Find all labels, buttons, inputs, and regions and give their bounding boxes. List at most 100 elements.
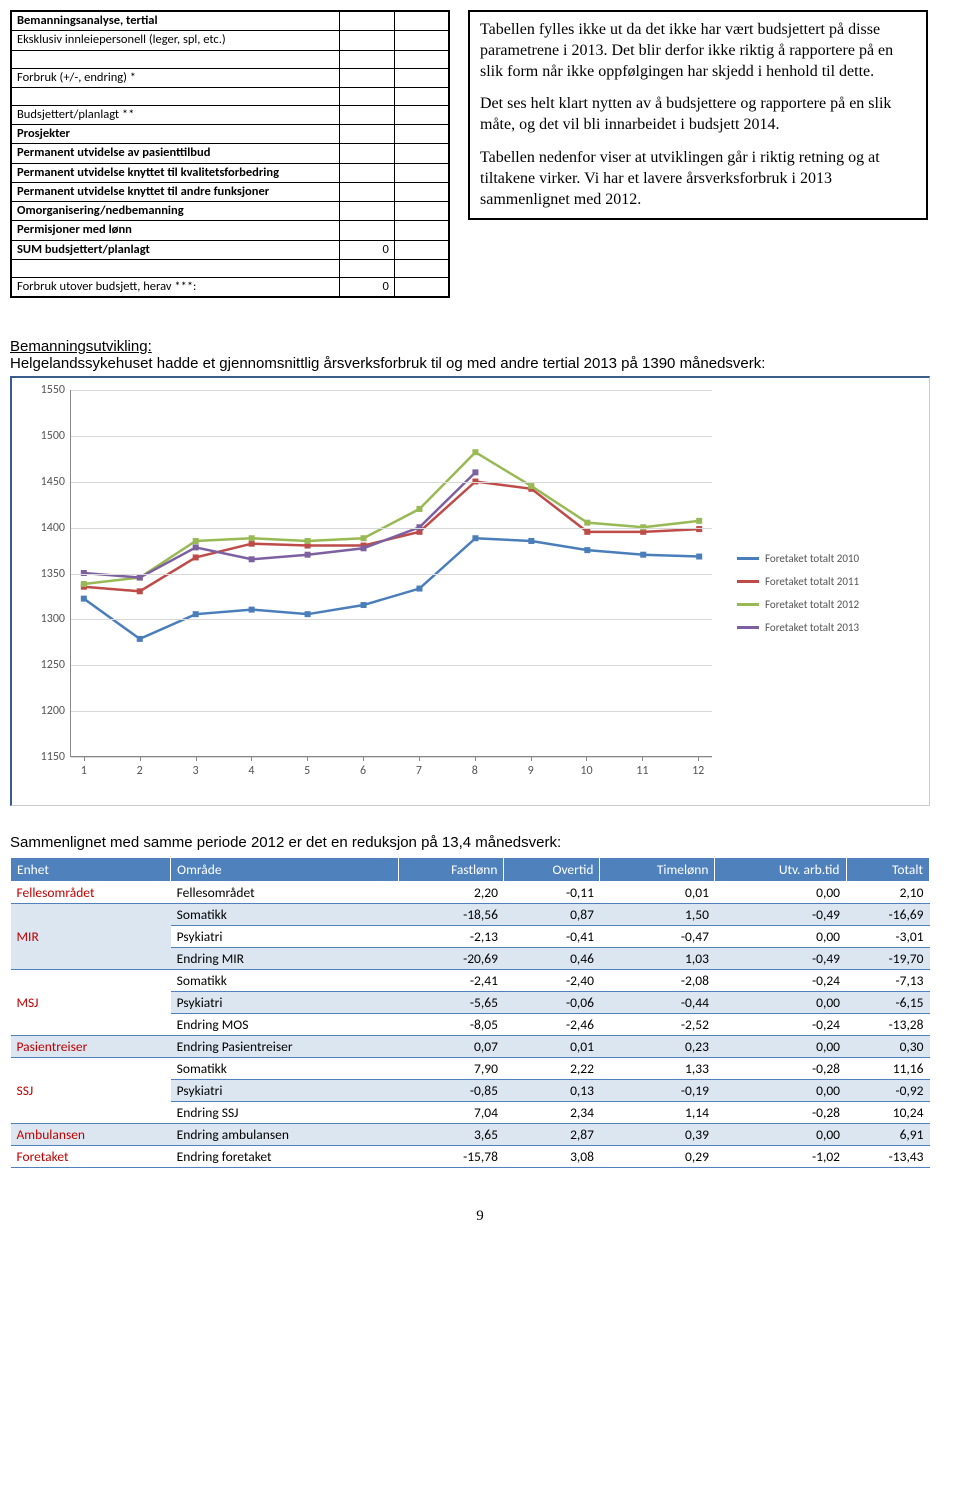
table-cell: 3,65 xyxy=(398,1124,504,1146)
chart-y-label: 1150 xyxy=(27,750,65,764)
chart-y-label: 1350 xyxy=(27,567,65,581)
table-cell: -0,47 xyxy=(600,926,715,948)
table-cell: -0,85 xyxy=(398,1080,504,1102)
chart-y-label: 1200 xyxy=(27,704,65,718)
analysis-row-v2 xyxy=(394,11,449,31)
legend-label: Foretaket totalt 2011 xyxy=(765,575,859,588)
line-chart: 1150120012501300135014001450150015501234… xyxy=(10,376,930,806)
table-cell: -0,11 xyxy=(504,882,600,904)
table-cell: Psykiatri xyxy=(171,926,399,948)
table-cell: -2,52 xyxy=(600,1014,715,1036)
analysis-row-v1: 0 xyxy=(340,240,395,259)
analysis-row-v1 xyxy=(340,182,395,201)
analysis-row-label xyxy=(11,50,340,68)
table-unit-cell: MIR xyxy=(11,904,171,970)
table-cell: Endring Pasientreiser xyxy=(171,1036,399,1058)
analysis-row-label: Bemanningsanalyse, tertial xyxy=(11,11,340,31)
analysis-row-v2 xyxy=(394,105,449,124)
analysis-row-v2 xyxy=(394,125,449,144)
analysis-row-v2 xyxy=(394,144,449,163)
analysis-row-v1 xyxy=(340,87,395,105)
table-cell: -16,69 xyxy=(846,904,929,926)
analysis-row-v1 xyxy=(340,259,395,277)
chart-x-label: 9 xyxy=(528,764,534,778)
table-cell: 0,00 xyxy=(715,882,846,904)
table-cell: Endring MOS xyxy=(171,1014,399,1036)
table-cell: -2,13 xyxy=(398,926,504,948)
chart-legend: Foretaket totalt 2010Foretaket totalt 20… xyxy=(712,390,919,795)
table-cell: -0,41 xyxy=(504,926,600,948)
legend-item: Foretaket totalt 2011 xyxy=(737,575,919,588)
table-cell: Somatikk xyxy=(171,1058,399,1080)
table-header: Fastlønn xyxy=(398,858,504,882)
table-cell: 0,46 xyxy=(504,948,600,970)
table-header: Totalt xyxy=(846,858,929,882)
table-cell: -8,05 xyxy=(398,1014,504,1036)
analysis-row-v2 xyxy=(394,202,449,221)
legend-item: Foretaket totalt 2012 xyxy=(737,598,919,611)
analysis-row-v1 xyxy=(340,202,395,221)
analysis-row-v2 xyxy=(394,163,449,182)
table-cell: -0,28 xyxy=(715,1058,846,1080)
analysis-row-label: SUM budsjettert/planlagt xyxy=(11,240,340,259)
analysis-row-label: Permisjoner med lønn xyxy=(11,221,340,240)
table-header: Timelønn xyxy=(600,858,715,882)
table-cell: 1,50 xyxy=(600,904,715,926)
section1-title-body: Helgelandssykehuset hadde et gjennomsnit… xyxy=(10,355,765,372)
analysis-row-label: Eksklusiv innleiepersonell (leger, spl, … xyxy=(11,31,340,50)
section1-title: Bemanningsutvikling: Helgelandssykehuset… xyxy=(10,338,950,372)
table-cell: -0,24 xyxy=(715,970,846,992)
chart-x-label: 12 xyxy=(692,764,704,778)
chart-y-label: 1500 xyxy=(27,429,65,443)
table-unit-cell: SSJ xyxy=(11,1058,171,1124)
analysis-row-v2 xyxy=(394,221,449,240)
table-cell: -3,01 xyxy=(846,926,929,948)
table-cell: 7,90 xyxy=(398,1058,504,1080)
table-cell: 0,00 xyxy=(715,926,846,948)
explanation-p1: Tabellen fylles ikke ut da det ikke har … xyxy=(480,20,916,82)
legend-swatch xyxy=(737,603,759,606)
analysis-row-label xyxy=(11,259,340,277)
analysis-row-v2 xyxy=(394,50,449,68)
table-cell: -13,43 xyxy=(846,1146,929,1168)
analysis-row-v1 xyxy=(340,68,395,87)
table-cell: Psykiatri xyxy=(171,992,399,1014)
chart-y-label: 1450 xyxy=(27,475,65,489)
table-cell: -2,08 xyxy=(600,970,715,992)
table-cell: -2,41 xyxy=(398,970,504,992)
analysis-row-label: Prosjekter xyxy=(11,125,340,144)
table-row: ForetaketEndring foretaket-15,783,080,29… xyxy=(11,1146,930,1168)
analysis-row-v2 xyxy=(394,68,449,87)
analysis-row-v2 xyxy=(394,277,449,297)
table-unit-cell: Foretaket xyxy=(11,1146,171,1168)
table-cell: Somatikk xyxy=(171,970,399,992)
table-cell: Fellesområdet xyxy=(171,882,399,904)
analysis-row-label xyxy=(11,87,340,105)
analysis-row-label: Forbruk utover budsjett, herav ***: xyxy=(11,277,340,297)
legend-swatch xyxy=(737,580,759,583)
table-cell: 2,10 xyxy=(846,882,929,904)
chart-y-label: 1250 xyxy=(27,658,65,672)
chart-x-label: 11 xyxy=(636,764,648,778)
table-cell: -0,06 xyxy=(504,992,600,1014)
table-unit-cell: Fellesområdet xyxy=(11,882,171,904)
table-cell: 0,01 xyxy=(600,882,715,904)
table-row: FellesområdetFellesområdet2,20-0,110,010… xyxy=(11,882,930,904)
table-cell: 1,03 xyxy=(600,948,715,970)
table-cell: 0,01 xyxy=(504,1036,600,1058)
chart-y-label: 1300 xyxy=(27,612,65,626)
chart-x-label: 8 xyxy=(472,764,478,778)
table-cell: 0,07 xyxy=(398,1036,504,1058)
table-cell: -7,13 xyxy=(846,970,929,992)
chart-y-label: 1550 xyxy=(27,383,65,397)
table-cell: 2,22 xyxy=(504,1058,600,1080)
table-cell: Endring MIR xyxy=(171,948,399,970)
chart-x-label: 4 xyxy=(248,764,254,778)
table-cell: 0,13 xyxy=(504,1080,600,1102)
analysis-row-label: Permanent utvidelse knyttet til andre fu… xyxy=(11,182,340,201)
table-header: Overtid xyxy=(504,858,600,882)
page-number: 9 xyxy=(10,1208,950,1225)
table-cell: -6,15 xyxy=(846,992,929,1014)
table-row: SSJSomatikk7,902,221,33-0,2811,16 xyxy=(11,1058,930,1080)
table-cell: 0,23 xyxy=(600,1036,715,1058)
